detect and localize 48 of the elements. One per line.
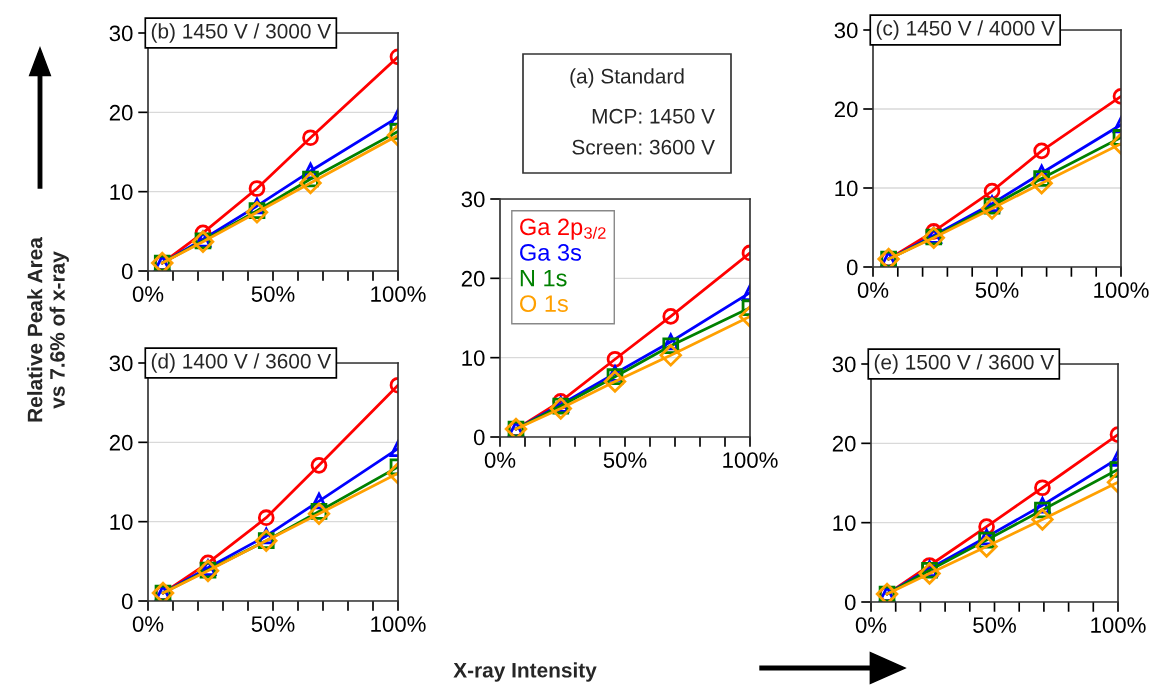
text: Ga 3s <box>520 244 582 261</box>
y-tick-label: 0 <box>844 594 856 611</box>
y-tick-label: 0 <box>846 259 858 276</box>
x-tick-label: 0% <box>484 452 516 468</box>
y-tick-label: 30 <box>461 191 485 208</box>
text: N 1s <box>520 269 567 287</box>
chart-title: (e) 1500 V / 3600 V <box>874 354 1055 374</box>
chart-title: (c) 1450 V / 4000 V <box>876 20 1055 40</box>
y-tick-label: 10 <box>835 180 858 197</box>
x-tick-label: 0% <box>857 282 889 298</box>
x-axis-title: X-ray Intensity <box>453 662 597 682</box>
y-tick-label: 20 <box>109 434 133 451</box>
x-tick-label: 50% <box>975 282 1019 298</box>
x-tick-label: 100% <box>1094 282 1149 298</box>
x-tick-label: 50% <box>251 286 295 302</box>
chart-subtitle: MCP: 1450 V <box>592 108 715 124</box>
y-tick-label: 10 <box>462 350 485 366</box>
y-axis-title: Relative Peak Area vs 7.6% of x-ray <box>27 237 69 422</box>
y-tick-label: 30 <box>109 25 133 42</box>
y-tick-label: 30 <box>832 356 856 373</box>
y-tick-label: 30 <box>109 355 133 372</box>
x-tick-label: 50% <box>251 616 295 632</box>
x-tick-label: 50% <box>973 617 1016 633</box>
x-tick-label: 100% <box>723 452 778 468</box>
x-tick-label: 0% <box>132 286 164 302</box>
y-tick-label: 0 <box>473 429 485 446</box>
x-tick-label: 50% <box>603 452 647 468</box>
chart-title: (b) 1450 V / 3000 V <box>151 23 332 43</box>
chart-title: (d) 1400 V / 3600 V <box>151 353 332 373</box>
x-tick-label: 0% <box>855 617 887 633</box>
text: Ga 2p$_{3/2}$ <box>520 218 606 240</box>
x-tick-label: 100% <box>371 286 426 302</box>
text: Screen: 3600 V <box>572 139 715 155</box>
y-tick-label: 0 <box>121 263 133 280</box>
y-tick-label: 10 <box>833 515 856 531</box>
y-tick-label: 20 <box>461 270 485 287</box>
y-tick-label: 30 <box>834 22 858 39</box>
x-tick-label: 100% <box>371 616 426 632</box>
y-tick-label: 10 <box>110 514 133 530</box>
x-tick-label: 0% <box>132 616 164 632</box>
text: O 1s <box>520 295 568 312</box>
y-tick-label: 20 <box>832 435 856 452</box>
chart-title: (a) Standard <box>570 68 684 88</box>
y-tick-label: 20 <box>109 104 133 121</box>
x-tick-label: 100% <box>1091 617 1146 633</box>
y-tick-label: 20 <box>834 101 858 118</box>
y-tick-label: 10 <box>110 184 133 200</box>
y-tick-label: 0 <box>121 593 133 610</box>
